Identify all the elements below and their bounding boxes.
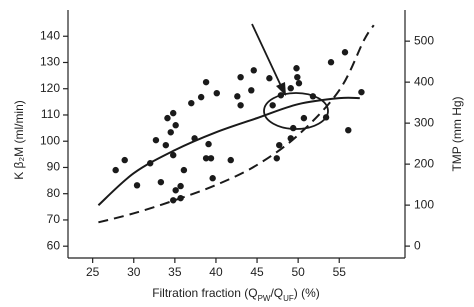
y-tick-label: 120 — [40, 81, 60, 95]
y2-tick-label: 300 — [414, 115, 434, 129]
x-label-text: /Q — [270, 286, 283, 300]
data-point — [205, 140, 212, 148]
fit-curve — [97, 96, 360, 206]
data-point — [170, 109, 177, 117]
x-tick-label: 25 — [86, 265, 100, 279]
data-point — [290, 124, 297, 132]
y2-axis-label: TMP (mm Hg) — [450, 96, 464, 171]
data-point — [293, 65, 300, 72]
data-point — [170, 197, 177, 204]
x-tick-label: 30 — [127, 265, 141, 279]
y-tick-label: 80 — [47, 186, 61, 200]
data-point — [358, 88, 365, 96]
y-axis-label: K β₂M (ml/min) — [12, 100, 26, 180]
x-label-text: ) (%) — [294, 286, 320, 300]
y-tick-label: 60 — [47, 238, 61, 252]
data-point — [295, 80, 303, 87]
y-tick-label: 70 — [47, 212, 61, 226]
data-point — [152, 136, 160, 144]
y2-tick-label: 0 — [414, 238, 421, 252]
y2-tick-label: 100 — [414, 197, 434, 211]
data-point — [345, 126, 352, 134]
data-point — [322, 114, 330, 121]
x-label-subscript: UF — [283, 294, 294, 303]
y2-tick-label: 400 — [414, 74, 434, 88]
data-point — [167, 129, 174, 136]
data-point — [188, 99, 195, 107]
x-label-text: Filtration fraction (Q — [152, 286, 257, 300]
data-point — [248, 87, 255, 94]
data-point — [180, 166, 188, 174]
y-tick-label: 130 — [40, 55, 60, 69]
data-point — [121, 156, 128, 164]
data-point — [266, 75, 273, 82]
x-axis-label: Filtration fraction (QPW/QUF) (%) — [152, 286, 320, 302]
highlight-ellipse — [263, 92, 329, 130]
data-point — [202, 155, 210, 162]
data-point — [209, 175, 216, 182]
data-point — [269, 102, 276, 109]
data-point — [276, 141, 283, 149]
data-point — [273, 155, 280, 162]
data-point — [202, 78, 210, 86]
x-tick-label: 45 — [250, 265, 264, 279]
arrow-head — [276, 82, 286, 96]
data-point — [234, 93, 241, 100]
data-point — [172, 187, 179, 194]
y2-tick-label: 200 — [414, 156, 434, 170]
y-tick-label: 90 — [47, 160, 61, 174]
y-tick-label: 100 — [40, 133, 60, 147]
data-point — [164, 114, 171, 122]
data-point — [227, 156, 234, 164]
data-point — [133, 182, 141, 189]
y2-tick-label: 500 — [414, 33, 434, 47]
data-point — [341, 49, 349, 56]
data-point — [172, 122, 179, 129]
annotations — [251, 23, 329, 130]
x-tick-label: 35 — [168, 265, 182, 279]
data-point — [327, 59, 335, 66]
data-point — [197, 93, 205, 101]
data-point — [300, 114, 308, 122]
data-point — [162, 141, 170, 149]
data-point — [112, 166, 119, 174]
x-tick-label: 50 — [291, 265, 305, 279]
data-point — [237, 102, 244, 109]
x-tick-label: 40 — [209, 265, 223, 279]
data-point — [237, 73, 244, 81]
x-label-subscript: PW — [258, 294, 271, 303]
data-point — [170, 151, 177, 159]
arrow-shaft — [251, 23, 282, 87]
data-point — [177, 182, 184, 190]
data-point — [309, 93, 317, 100]
data-point — [250, 67, 257, 74]
data-point — [207, 155, 215, 162]
y-tick-label: 110 — [41, 107, 60, 121]
y-tick-label: 140 — [40, 28, 60, 42]
data-point — [157, 178, 165, 186]
data-point — [294, 73, 301, 81]
x-tick-label: 55 — [333, 265, 347, 279]
tmp-curve — [98, 24, 375, 224]
data-point — [213, 89, 220, 97]
data-point — [287, 85, 294, 92]
data-point — [277, 92, 285, 99]
